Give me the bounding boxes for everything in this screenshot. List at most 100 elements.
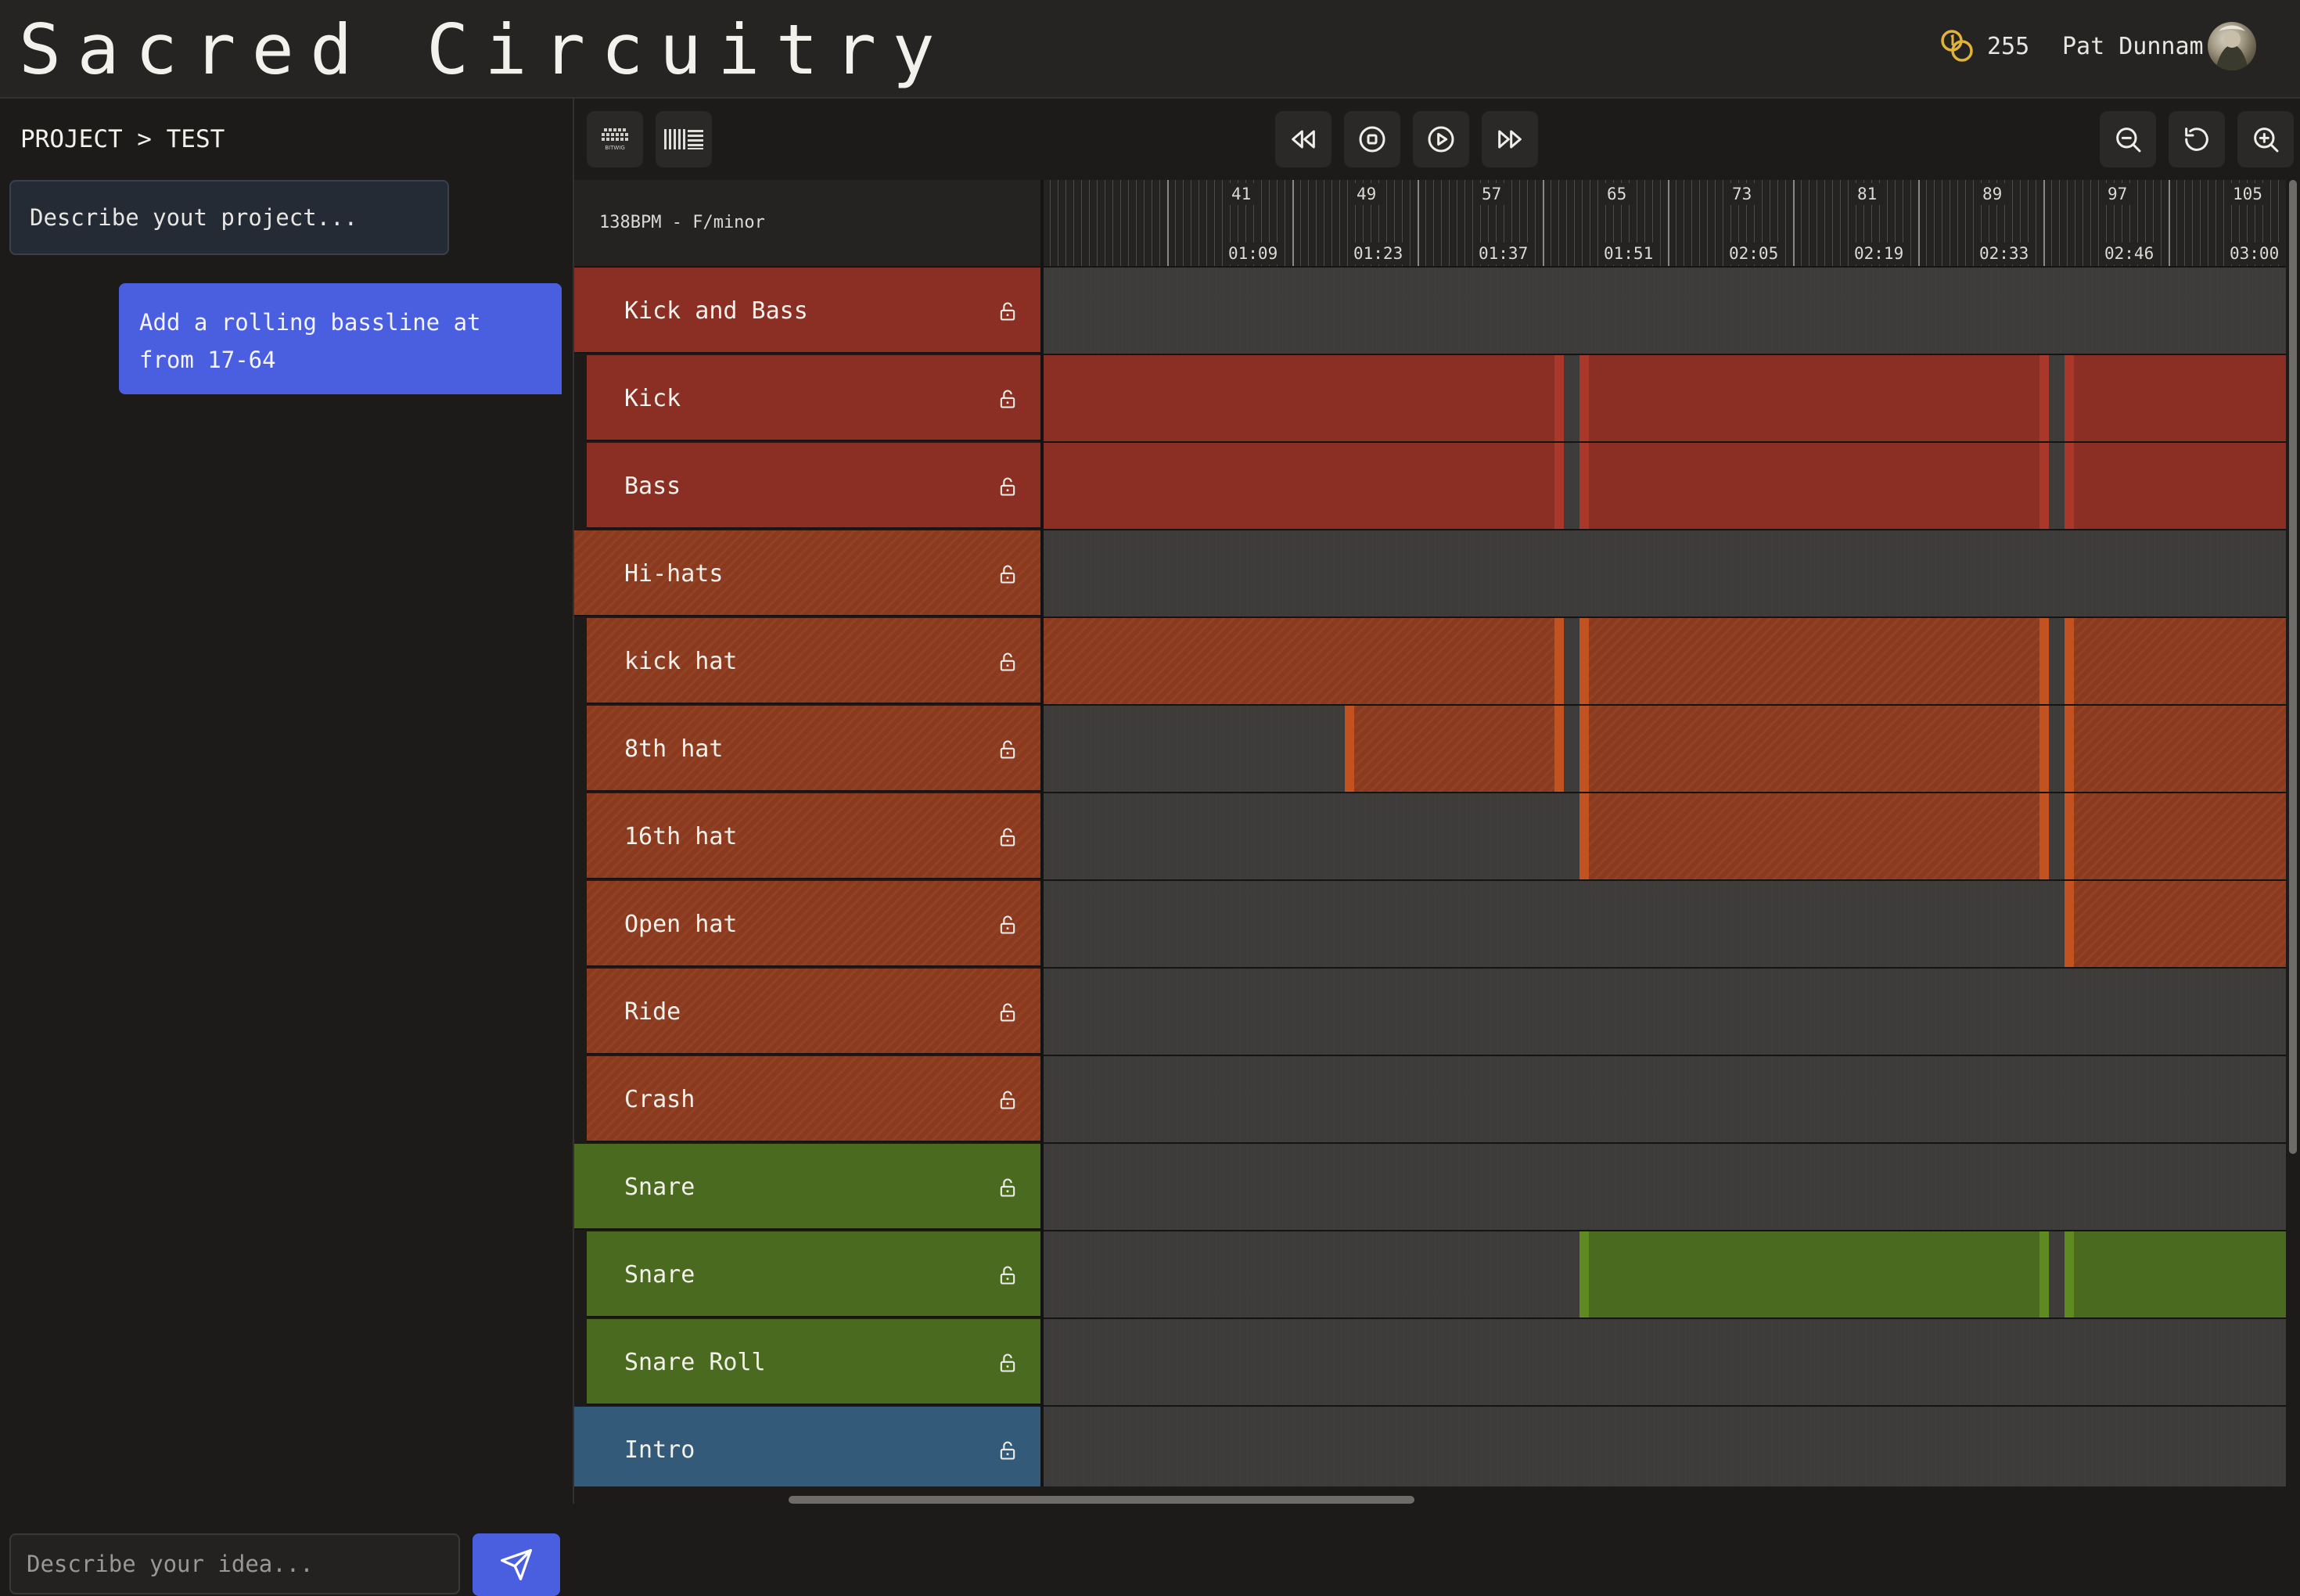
clip-end-handle[interactable]	[2039, 355, 2049, 441]
avatar[interactable]	[2208, 22, 2256, 70]
clip[interactable]	[2065, 706, 2286, 792]
clip-start-handle[interactable]	[1579, 793, 1589, 879]
send-button[interactable]	[473, 1533, 560, 1596]
track-header[interactable]: Bass	[587, 443, 1042, 529]
breadcrumb[interactable]: PROJECT > TEST	[20, 125, 225, 153]
clip[interactable]	[1044, 355, 1564, 441]
lock-icon[interactable]	[997, 651, 1019, 673]
clip-start-handle[interactable]	[2065, 706, 2074, 792]
track-lane[interactable]	[1044, 1319, 2286, 1407]
clip-start-handle[interactable]	[2065, 881, 2074, 967]
clip-end-handle[interactable]	[2039, 706, 2049, 792]
clip-start-handle[interactable]	[1579, 443, 1589, 529]
clip[interactable]	[1579, 443, 2049, 529]
stop-button[interactable]	[1344, 111, 1400, 167]
track-header[interactable]: 16th hat	[587, 793, 1042, 879]
track-lane[interactable]	[1044, 793, 2286, 881]
clip[interactable]	[1579, 355, 2049, 441]
track-header[interactable]: Kick and Bass	[574, 268, 1042, 354]
clip[interactable]	[2065, 618, 2286, 704]
lock-icon[interactable]	[997, 563, 1019, 585]
lock-icon[interactable]	[997, 1177, 1019, 1199]
track-header[interactable]: Snare Roll	[587, 1319, 1042, 1405]
clip-start-handle[interactable]	[2065, 793, 2074, 879]
lock-icon[interactable]	[997, 388, 1019, 410]
project-description-field[interactable]: Describe yout project...	[9, 180, 449, 255]
lock-icon[interactable]	[997, 1001, 1019, 1023]
clip[interactable]	[1044, 443, 1564, 529]
track-lane[interactable]	[1044, 1407, 2286, 1486]
lock-icon[interactable]	[997, 826, 1019, 848]
zoom-in-button[interactable]	[2237, 111, 2294, 167]
lock-icon[interactable]	[997, 300, 1019, 322]
clip[interactable]	[2065, 1231, 2286, 1317]
lock-icon[interactable]	[997, 476, 1019, 498]
track-header[interactable]: Intro	[574, 1407, 1042, 1486]
clip-start-handle[interactable]	[1579, 618, 1589, 704]
clip[interactable]	[2065, 793, 2286, 879]
clip[interactable]	[2065, 443, 2286, 529]
track-header[interactable]: kick hat	[587, 618, 1042, 704]
track-lane[interactable]	[1044, 618, 2286, 706]
track-lane[interactable]	[1044, 706, 2286, 793]
track-lane[interactable]	[1044, 530, 2286, 618]
clip-end-handle[interactable]	[1554, 618, 1564, 704]
vertical-scrollbar[interactable]	[2289, 180, 2297, 1154]
clip[interactable]	[1579, 793, 2049, 879]
clip-end-handle[interactable]	[2039, 443, 2049, 529]
clip[interactable]	[1044, 618, 1564, 704]
track-header[interactable]: Ride	[587, 969, 1042, 1055]
clip[interactable]	[1579, 706, 2049, 792]
clip[interactable]	[1579, 618, 2049, 704]
track-header[interactable]: Open hat	[587, 881, 1042, 967]
clip[interactable]	[1579, 1231, 2049, 1317]
lock-icon[interactable]	[997, 914, 1019, 936]
track-header[interactable]: Crash	[587, 1056, 1042, 1142]
track-lane[interactable]	[1044, 443, 2286, 530]
lock-icon[interactable]	[997, 1440, 1019, 1461]
track-lane[interactable]	[1044, 1231, 2286, 1319]
clip-end-handle[interactable]	[2039, 793, 2049, 879]
track-lane[interactable]	[1044, 881, 2286, 969]
horizontal-scrollbar-thumb[interactable]	[789, 1496, 1414, 1504]
track-header[interactable]: Snare	[574, 1144, 1042, 1230]
clip-start-handle[interactable]	[1579, 1231, 1589, 1317]
track-lane[interactable]	[1044, 1144, 2286, 1231]
clip-end-handle[interactable]	[1554, 706, 1564, 792]
tracks-view-button[interactable]	[656, 111, 712, 167]
clip-start-handle[interactable]	[2065, 618, 2074, 704]
clip-end-handle[interactable]	[2039, 1231, 2049, 1317]
clip-start-handle[interactable]	[1345, 706, 1354, 792]
clip[interactable]	[2065, 881, 2286, 967]
zoom-out-button[interactable]	[2100, 111, 2156, 167]
clip-end-handle[interactable]	[2039, 618, 2049, 704]
track-header[interactable]: Snare	[587, 1231, 1042, 1317]
idea-input[interactable]	[9, 1533, 460, 1594]
track-lane[interactable]	[1044, 1056, 2286, 1144]
clip-start-handle[interactable]	[1579, 706, 1589, 792]
rewind-button[interactable]	[1275, 111, 1331, 167]
lock-icon[interactable]	[997, 1089, 1019, 1111]
clip-end-handle[interactable]	[1554, 443, 1564, 529]
horizontal-scrollbar[interactable]	[574, 1494, 2300, 1504]
reset-view-button[interactable]	[2169, 111, 2225, 167]
track-header[interactable]: 8th hat	[587, 706, 1042, 792]
fast-forward-button[interactable]	[1482, 111, 1538, 167]
clip[interactable]	[2065, 355, 2286, 441]
bitwig-button[interactable]: BITWIG	[587, 111, 643, 167]
lock-icon[interactable]	[997, 1352, 1019, 1374]
track-lane[interactable]	[1044, 969, 2286, 1056]
track-lane[interactable]	[1044, 268, 2286, 355]
track-header[interactable]: Hi-hats	[574, 530, 1042, 616]
clip[interactable]	[1345, 706, 1564, 792]
clip-end-handle[interactable]	[1554, 355, 1564, 441]
play-button[interactable]	[1413, 111, 1469, 167]
clip-start-handle[interactable]	[2065, 355, 2074, 441]
track-header[interactable]: Kick	[587, 355, 1042, 441]
clip-start-handle[interactable]	[2065, 443, 2074, 529]
timeline-ruler[interactable]: 41 01:09 49 01:23 57 01:37 65 01:51 73 02:05 81 02:…	[1042, 180, 2286, 268]
clip-start-handle[interactable]	[2065, 1231, 2074, 1317]
track-lane[interactable]	[1044, 355, 2286, 443]
lock-icon[interactable]	[997, 1264, 1019, 1286]
clip-start-handle[interactable]	[1579, 355, 1589, 441]
